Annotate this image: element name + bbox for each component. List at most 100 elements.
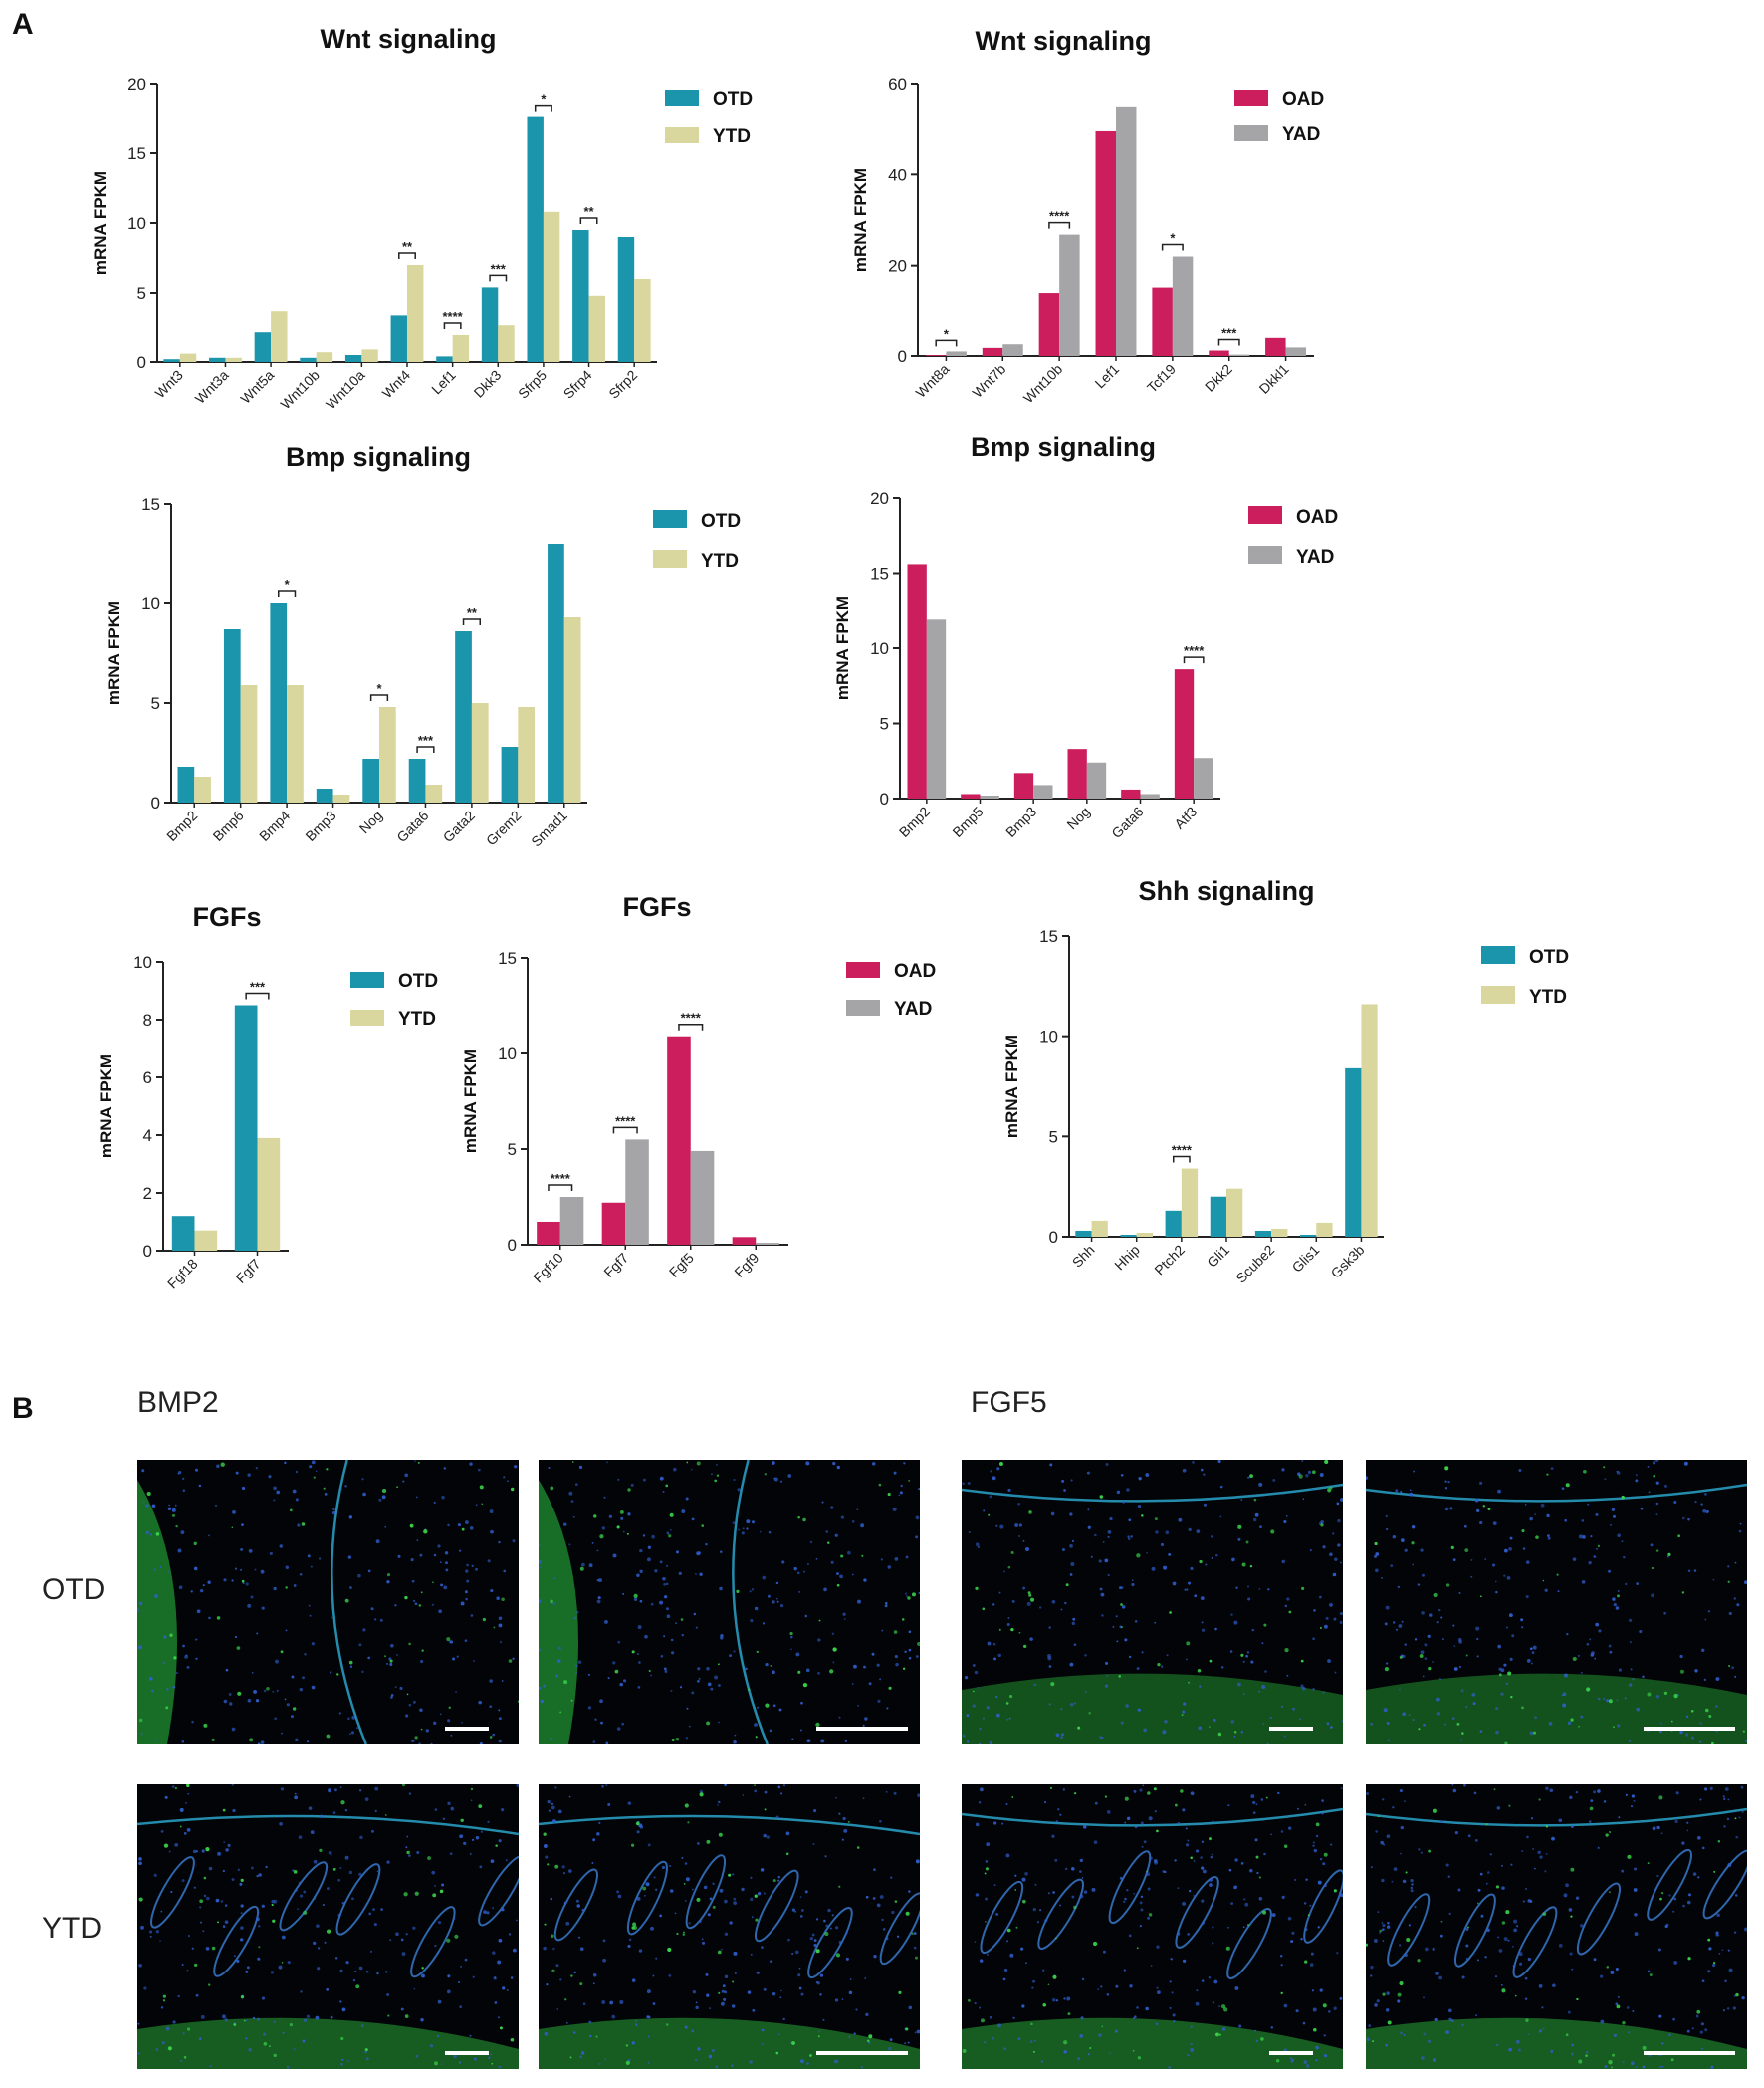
scale-bar (816, 1727, 908, 1731)
bar-otd-bmp2 (177, 767, 195, 803)
x-tick-label: Wnt7b (969, 361, 1008, 401)
legend-swatch-ytd (1481, 986, 1515, 1004)
y-axis-label: mRNA FPKM (461, 1049, 480, 1153)
bar-yad-atf3 (1194, 758, 1213, 799)
y-tick-label: 10 (127, 214, 146, 233)
bar-oad-wnt10b (1038, 293, 1060, 356)
bar-otd-hhip (1120, 1234, 1137, 1237)
x-tick-label: Gli1 (1204, 1242, 1232, 1271)
x-tick-label: Bmp3 (1002, 804, 1039, 840)
bar-oad-atf3 (1174, 669, 1195, 799)
bar-otd-ptch2 (1165, 1210, 1182, 1237)
chart-3: Bmp signaling mRNA FPKM 0 5 10 15 Bmp2 Bmp6 Bmp4… (105, 442, 741, 849)
bar-ytd-dkk3 (498, 325, 515, 362)
x-tick-label: Sfrp2 (605, 367, 640, 402)
micrograph-image (137, 1784, 519, 2069)
significance-label: ** (402, 239, 413, 254)
legend-label-otd: OTD (713, 89, 753, 110)
y-tick-label: 60 (888, 75, 907, 94)
x-tick-label: Scube2 (1232, 1242, 1277, 1286)
chart-title: Bmp signaling (971, 432, 1156, 462)
chart-title: Shh signaling (1138, 876, 1314, 906)
bar-ytd-wnt4 (407, 265, 424, 362)
micrograph-image (137, 1460, 519, 1744)
bar-ytd-gata6 (425, 785, 443, 803)
legend-swatch-otd (350, 972, 384, 988)
bar-ytd-wnt10b (316, 352, 333, 362)
x-tick-label: Bmp3 (302, 808, 338, 844)
chart-5: FGFs mRNA FPKM 0 2 4 6 8 10 Fgf18 Fgf7 *** OTD YTD (97, 902, 438, 1291)
x-tick-label: Fgf5 (666, 1250, 697, 1280)
x-tick-label: Hhip (1111, 1242, 1143, 1274)
bar-otd-wnt4 (390, 315, 407, 362)
y-axis-label: mRNA FPKM (105, 601, 123, 705)
micrograph-fgf5-ytd-high (1366, 1784, 1747, 2069)
legend-label-otd: OTD (1529, 947, 1569, 968)
bar-yad-fgf5 (690, 1150, 715, 1245)
x-tick-label: Gata6 (393, 808, 431, 845)
bar-oad-fgf10 (537, 1221, 560, 1245)
y-tick-label: 15 (127, 144, 146, 163)
significance-bracket (462, 618, 481, 625)
y-tick-label: 40 (888, 165, 907, 184)
significance-bracket (1217, 338, 1240, 346)
legend-swatch-otd (653, 510, 687, 528)
bar-ytd-scube2 (1271, 1228, 1288, 1237)
x-tick-label: Lef1 (1092, 361, 1123, 392)
bar-yad-gata6 (1140, 794, 1160, 799)
legend-label-oad: OAD (894, 961, 936, 982)
bar-otd-sfrp2 (617, 237, 635, 362)
y-tick-label: 6 (143, 1068, 152, 1087)
x-tick-label: Bmp2 (163, 808, 200, 844)
y-tick-label: 15 (1039, 927, 1058, 946)
significance-bracket (443, 322, 462, 329)
y-tick-label: 5 (880, 715, 889, 734)
micrograph-bmp2-otd-low (137, 1460, 519, 1744)
bar-otd-gata6 (408, 759, 426, 803)
panel-a-label: A (12, 8, 34, 41)
significance-bracket (1183, 656, 1205, 664)
significance-label: *** (1221, 326, 1237, 341)
bar-otd-bmp4 (270, 603, 288, 803)
bar-oad-wnt7b (982, 347, 1003, 356)
bar-otd-dkk3 (481, 287, 499, 362)
legend-swatch-oad (846, 962, 880, 978)
micrograph-image (539, 1784, 920, 2069)
bar-ytd-sfrp5 (543, 211, 560, 362)
x-tick-label: Nog (1063, 804, 1092, 832)
x-tick-label: Shh (1069, 1242, 1098, 1271)
scale-bar (1269, 2051, 1313, 2055)
bar-yad-bmp2 (926, 619, 947, 799)
y-tick-label: 5 (137, 284, 146, 303)
bar-ytd-gli1 (1226, 1188, 1243, 1237)
x-tick-label: Dkkl1 (1256, 361, 1292, 397)
bar-oad-dkk2 (1209, 350, 1229, 356)
bar-ytd-fgf18 (194, 1230, 218, 1251)
significance-label: *** (250, 980, 266, 995)
micrograph-fgf5-ytd-low (962, 1784, 1343, 2069)
significance-bracket (489, 274, 508, 282)
bar-oad-fgf9 (732, 1237, 757, 1245)
bar-yad-dkk2 (1228, 354, 1250, 356)
micrograph-fgf5-otd-low (962, 1460, 1343, 1744)
x-tick-label: Wnt5a (237, 367, 277, 407)
scale-bar (816, 2051, 908, 2055)
bar-otd-wnt10a (344, 355, 362, 362)
bar-otd-fgf18 (171, 1216, 195, 1251)
bar-ytd-grem2 (518, 707, 536, 803)
significance-label: * (285, 578, 291, 592)
chart-title: Wnt signaling (321, 24, 497, 54)
x-tick-label: Bmp2 (896, 804, 933, 840)
bar-otd-gli1 (1210, 1196, 1226, 1237)
bar-ytd-sfrp2 (634, 279, 651, 362)
legend-swatch-ytd (350, 1010, 384, 1026)
x-tick-label: Dkk2 (1202, 361, 1235, 395)
bar-yad-wnt10b (1059, 234, 1080, 356)
y-axis-label: mRNA FPKM (833, 596, 852, 700)
scale-bar (445, 2051, 489, 2055)
bar-otd-fgf7 (234, 1005, 258, 1251)
x-tick-label: Fgf7 (232, 1256, 263, 1286)
x-tick-label: Glis1 (1289, 1242, 1323, 1276)
scale-bar (445, 1727, 489, 1731)
y-tick-label: 15 (498, 949, 517, 968)
